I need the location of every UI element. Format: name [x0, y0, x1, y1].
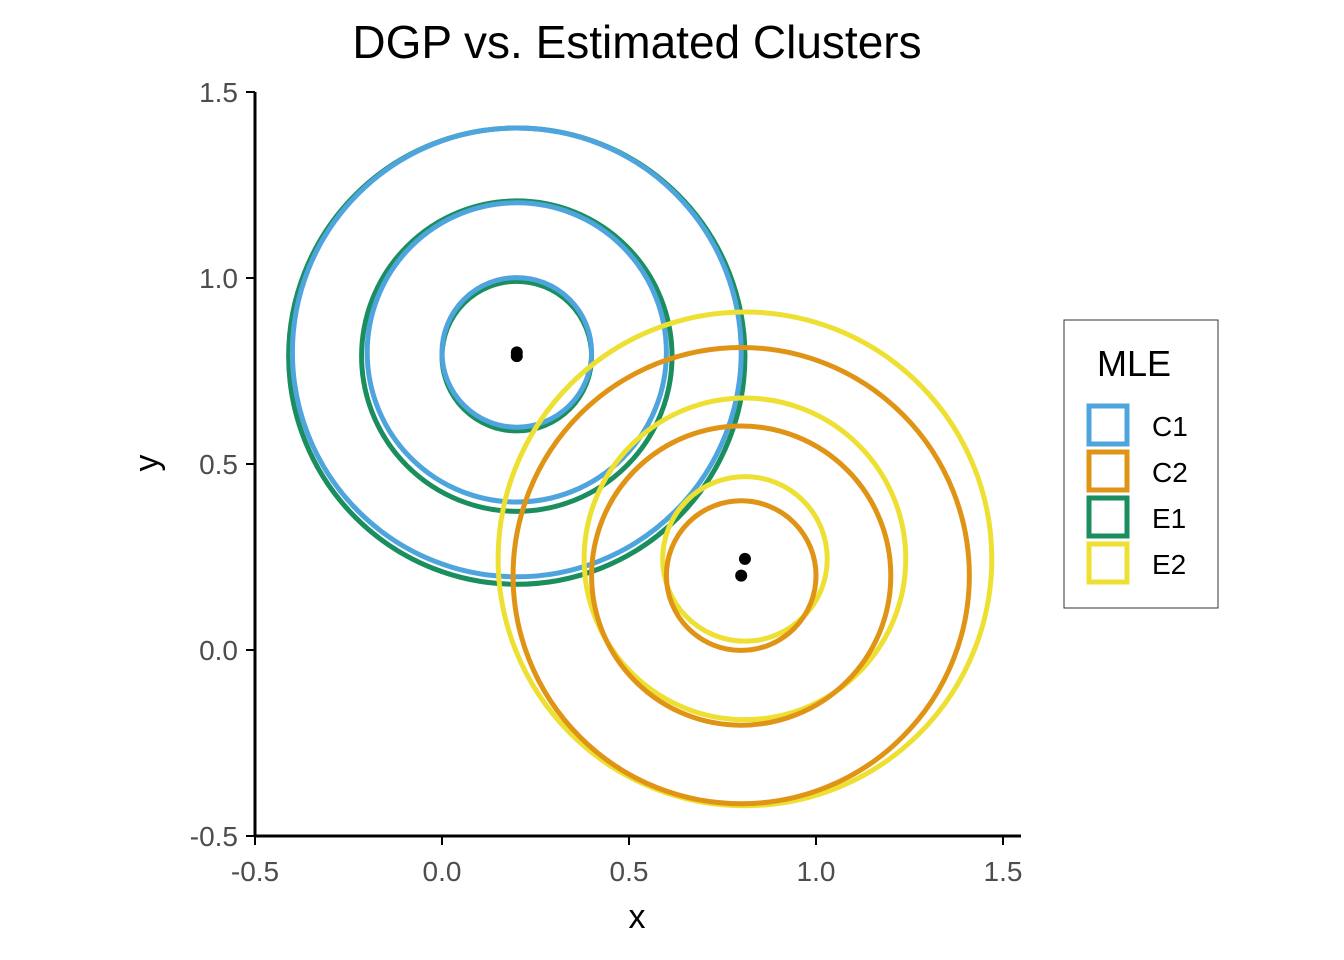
circle-c1	[364, 200, 669, 505]
x-tick-label: 1.5	[984, 856, 1023, 887]
legend-label-c2: C2	[1152, 457, 1188, 488]
x-axis-ticks: -0.5 0.0 0.5 1.0 1.5	[231, 836, 1023, 887]
y-axis-title: y	[128, 455, 166, 472]
center-point	[510, 350, 523, 363]
cluster-centers	[510, 346, 751, 582]
y-tick-label: 1.5	[199, 77, 238, 108]
circle-c1	[439, 275, 595, 430]
y-tick-label: 0.5	[199, 449, 238, 480]
circle-c1	[289, 125, 744, 580]
legend-label-c1: C1	[1152, 411, 1188, 442]
x-tick-label: 1.0	[797, 856, 836, 887]
cluster-circles	[286, 125, 995, 809]
legend-key-c2	[1086, 449, 1130, 493]
legend-title: MLE	[1097, 343, 1171, 384]
legend-label-e2: E2	[1152, 549, 1186, 580]
circle-c2	[589, 423, 894, 728]
circle-c2	[663, 498, 819, 653]
center-point	[738, 552, 751, 565]
x-tick-label: 0.0	[423, 856, 462, 887]
legend-label-e1: E1	[1152, 503, 1186, 534]
y-tick-label: 0.0	[199, 635, 238, 666]
chart-title: DGP vs. Estimated Clusters	[352, 16, 921, 68]
y-axis-ticks: -0.5 0.0 0.5 1.0 1.5	[190, 77, 255, 852]
legend-entries: C1 C2 E1 E2	[1086, 403, 1188, 585]
legend-key-e2	[1086, 541, 1130, 585]
legend-key-e1	[1086, 495, 1130, 539]
center-point	[735, 569, 748, 582]
legend: MLE C1 C2 E1 E2	[1063, 319, 1219, 609]
circle-c2	[510, 344, 972, 807]
y-tick-label: -0.5	[190, 821, 238, 852]
legend-key-c1	[1086, 403, 1130, 447]
x-axis-title: x	[629, 898, 646, 936]
circle-e2	[660, 474, 830, 644]
circle-e2	[581, 395, 909, 723]
x-tick-label: -0.5	[231, 856, 279, 887]
y-tick-label: 1.0	[199, 263, 238, 294]
x-tick-label: 0.5	[610, 856, 649, 887]
